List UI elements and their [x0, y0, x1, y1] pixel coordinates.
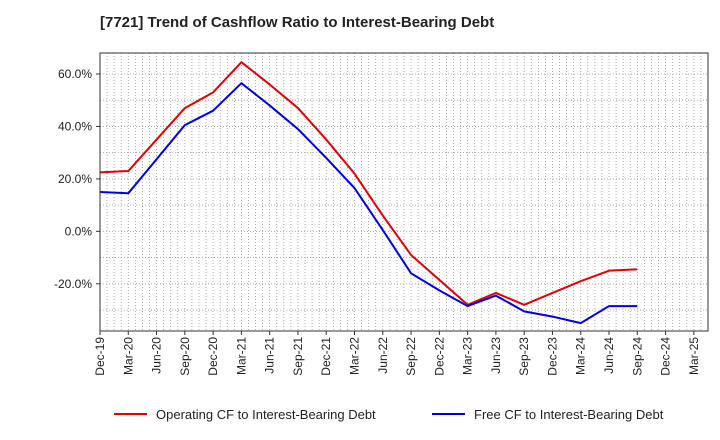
x-tick-label: Sep-24 — [630, 337, 644, 376]
x-tick-label: Dec-23 — [545, 337, 559, 376]
x-tick-label: Sep-23 — [517, 337, 531, 376]
legend-label-0: Operating CF to Interest-Bearing Debt — [156, 407, 376, 422]
series-line-0 — [99, 61, 638, 306]
y-axis-ticks: 60.0% 40.0% 20.0% 0.0% -20.0% — [54, 67, 100, 291]
y-tick-label: 20.0% — [58, 172, 92, 186]
legend: Operating CF to Interest-Bearing Debt Fre… — [114, 407, 664, 422]
x-tick-label: Jun-24 — [602, 337, 616, 374]
x-tick-label: Dec-24 — [659, 337, 673, 376]
x-tick-label: Mar-25 — [687, 337, 701, 375]
chart-title: [7721] Trend of Cashflow Ratio to Intere… — [100, 14, 495, 31]
x-tick-label: Jun-20 — [150, 337, 164, 374]
x-tick-label: Jun-22 — [376, 337, 390, 374]
x-tick-label: Mar-22 — [348, 337, 362, 375]
grid-lines — [100, 53, 708, 331]
legend-label-1: Free CF to Interest-Bearing Debt — [474, 407, 664, 422]
x-tick-label: Sep-21 — [291, 337, 305, 376]
x-tick-label: Dec-21 — [319, 337, 333, 376]
y-tick-label: 40.0% — [58, 119, 92, 133]
x-tick-label: Sep-22 — [404, 337, 418, 376]
x-tick-label: Dec-22 — [432, 337, 446, 376]
y-tick-label: -20.0% — [54, 277, 92, 291]
y-tick-label: 60.0% — [58, 67, 92, 81]
x-tick-label: Mar-20 — [121, 337, 135, 375]
x-tick-label: Jun-21 — [263, 337, 277, 374]
x-tick-label: Mar-21 — [234, 337, 248, 375]
x-axis-ticks: Dec-19 Mar-20 Jun-20 Sep-20 Dec-20 Mar-21 Jun-… — [93, 331, 701, 376]
x-tick-label: Mar-23 — [461, 337, 475, 375]
series-lines — [99, 61, 638, 325]
x-tick-label: Sep-20 — [178, 337, 192, 376]
x-tick-label: Jun-23 — [489, 337, 503, 374]
x-tick-label: Dec-20 — [206, 337, 220, 376]
x-tick-label: Dec-19 — [93, 337, 107, 376]
plot-border — [99, 52, 709, 332]
series-line-1 — [99, 82, 638, 325]
y-tick-label: 0.0% — [65, 224, 93, 238]
x-tick-label: Mar-24 — [574, 337, 588, 375]
